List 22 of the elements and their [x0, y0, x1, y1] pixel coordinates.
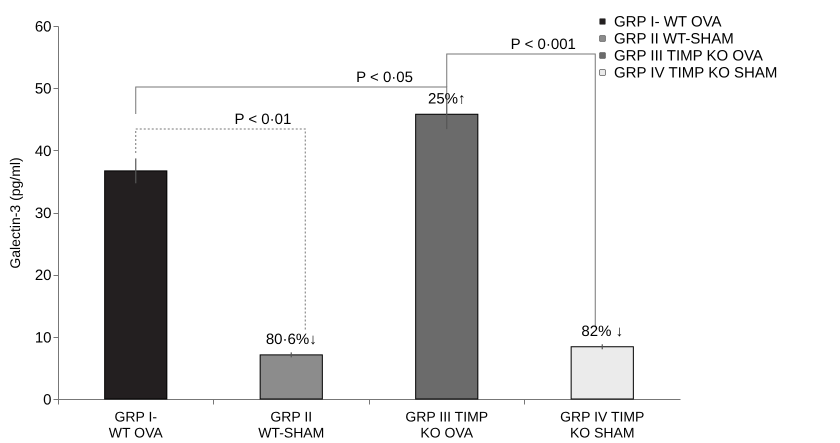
annotation: P < 0·05 — [356, 69, 413, 86]
annotation: 82% ↓ — [581, 322, 624, 340]
x-tick-label: GRP III TIMP KO OVA — [405, 408, 488, 440]
y-axis-title: Galectin-3 (pg/ml) — [6, 157, 23, 269]
y-tick-label: 40 — [34, 142, 52, 160]
annotation: 25%↑ — [428, 90, 466, 108]
x-tick-label: GRP I- WT OVA — [108, 408, 164, 440]
y-tick-label: 0 — [43, 392, 52, 408]
annotation: 80·6%↓ — [266, 330, 317, 348]
legend-label: GRP III TIMP KO OVA — [614, 48, 763, 64]
y-tick-label: 60 — [34, 18, 52, 36]
legend-label: GRP I- WT OVA — [614, 14, 722, 30]
annotation: P < 0·01 — [234, 111, 292, 128]
y-tick-label: 30 — [34, 205, 52, 222]
x-tick-label: GRP II WT-SHAM — [258, 408, 324, 440]
legend-label: GRP II WT-SHAM — [614, 30, 734, 48]
y-tick-label: 10 — [34, 329, 52, 346]
legend-label: GRP IV TIMP KO SHAM — [614, 64, 778, 82]
y-tick-label: 50 — [34, 80, 52, 98]
x-tick-label: GRP IV TIMP KO SHAM — [560, 408, 644, 440]
annotation: P < 0·001 — [510, 36, 576, 53]
y-tick-label: 20 — [34, 267, 52, 284]
